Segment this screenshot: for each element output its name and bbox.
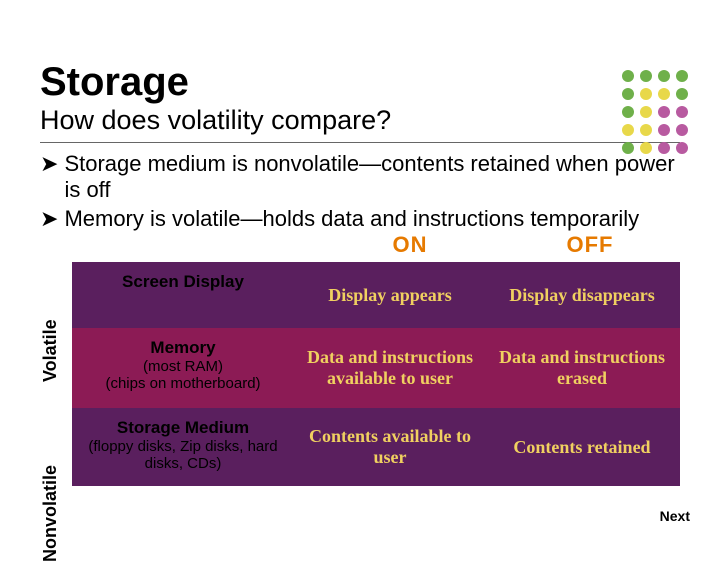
bullet-arrow-icon: ➤	[40, 151, 58, 204]
table-row: Memory (most RAM) (chips on motherboard)…	[72, 328, 680, 408]
cell-on: Data and instructions available to user	[294, 328, 486, 408]
dot-icon	[640, 106, 652, 118]
dot-icon	[676, 142, 688, 154]
divider	[40, 142, 680, 143]
bullet-item: ➤ Memory is volatile—holds data and inst…	[40, 206, 680, 232]
dot-icon	[658, 124, 670, 136]
side-label-nonvolatile: Nonvolatile	[40, 465, 61, 562]
header-off: OFF	[500, 232, 680, 258]
dot-icon	[622, 124, 634, 136]
slide: Storage How does volatility compare? ➤ S…	[0, 0, 720, 486]
dot-icon	[658, 106, 670, 118]
cell-off: Contents retained	[486, 408, 678, 486]
dot-icon	[658, 70, 670, 82]
dot-icon	[640, 142, 652, 154]
decorative-dot-grid	[622, 70, 690, 156]
table-row: Screen Display Display appears Display d…	[72, 262, 680, 328]
page-title: Storage	[40, 60, 680, 105]
row-label: Screen Display	[72, 262, 294, 328]
bullet-text: Memory is volatile—holds data and instru…	[64, 206, 639, 232]
dot-icon	[622, 88, 634, 100]
bullet-list: ➤ Storage medium is nonvolatile—contents…	[40, 151, 680, 232]
dot-icon	[622, 142, 634, 154]
dot-icon	[676, 70, 688, 82]
cell-off: Data and instructions erased	[486, 328, 678, 408]
row-label-sub: (most RAM) (chips on motherboard)	[78, 358, 288, 392]
cell-on: Contents available to user	[294, 408, 486, 486]
row-label-bold: Screen Display	[78, 272, 288, 292]
dot-icon	[622, 70, 634, 82]
column-headers: ON OFF	[320, 232, 680, 258]
row-label-bold: Storage Medium	[78, 418, 288, 438]
bullet-text: Storage medium is nonvolatile—contents r…	[64, 151, 680, 204]
dot-icon	[676, 124, 688, 136]
header-on: ON	[320, 232, 500, 258]
side-label-volatile: Volatile	[40, 319, 61, 382]
table-row: Storage Medium (floppy disks, Zip disks,…	[72, 408, 680, 486]
row-label: Memory (most RAM) (chips on motherboard)	[72, 328, 294, 408]
dot-icon	[640, 70, 652, 82]
row-label-sub: (floppy disks, Zip disks, hard disks, CD…	[78, 438, 288, 472]
dot-icon	[658, 88, 670, 100]
bullet-arrow-icon: ➤	[40, 206, 58, 232]
dot-icon	[676, 88, 688, 100]
comparison-table: Volatile Nonvolatile Screen Display Disp…	[46, 262, 680, 486]
title-block: Storage How does volatility compare?	[40, 0, 680, 136]
dot-icon	[676, 106, 688, 118]
next-button[interactable]: Next	[660, 508, 690, 524]
bullet-item: ➤ Storage medium is nonvolatile—contents…	[40, 151, 680, 204]
dot-icon	[640, 124, 652, 136]
row-label-bold: Memory	[78, 338, 288, 358]
cell-off: Display disappears	[486, 262, 678, 328]
dot-icon	[640, 88, 652, 100]
dot-icon	[622, 106, 634, 118]
subtitle: How does volatility compare?	[40, 105, 680, 136]
cell-on: Display appears	[294, 262, 486, 328]
row-label: Storage Medium (floppy disks, Zip disks,…	[72, 408, 294, 486]
dot-icon	[658, 142, 670, 154]
